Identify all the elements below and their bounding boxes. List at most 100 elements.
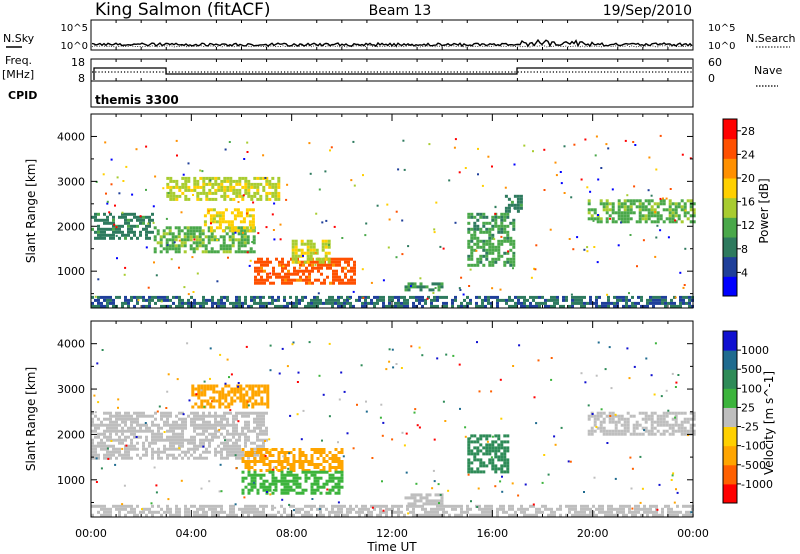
data-cell (201, 238, 205, 242)
data-cell (547, 473, 550, 476)
data-cell (114, 204, 116, 207)
data-cell (340, 466, 344, 469)
data-cell (286, 491, 290, 495)
data-cell (364, 295, 367, 299)
data-cell (223, 297, 226, 300)
data-cell (309, 239, 313, 243)
data-cell (110, 158, 113, 161)
data-cell (136, 429, 139, 433)
data-cell (136, 224, 139, 228)
data-cell (237, 385, 240, 388)
data-cell (223, 194, 227, 198)
data-cell (94, 236, 97, 240)
data-cell (280, 304, 283, 308)
data-cell (327, 251, 331, 255)
data-cell (219, 235, 223, 239)
data-cell (283, 473, 287, 477)
data-cell (253, 194, 257, 198)
data-cell (638, 202, 642, 206)
data-cell (500, 440, 504, 444)
data-cell (167, 498, 170, 501)
data-cell (294, 245, 298, 249)
data-cell (148, 507, 151, 511)
data-cell (331, 301, 334, 305)
data-cell (274, 182, 278, 186)
data-cell (513, 207, 516, 210)
data-cell (246, 212, 248, 215)
data-cell (259, 438, 262, 442)
data-cell (590, 426, 594, 430)
data-cell (353, 281, 356, 285)
data-cell (482, 224, 486, 228)
data-cell (656, 429, 660, 433)
data-cell (228, 235, 232, 239)
data-cell (196, 179, 200, 183)
data-cell (187, 304, 190, 308)
data-cell (244, 510, 247, 514)
data-cell (265, 463, 269, 466)
data-cell (482, 452, 486, 456)
data-cell (491, 218, 495, 222)
data-cell (668, 199, 672, 203)
data-cell (183, 226, 187, 230)
data-cell (485, 242, 489, 246)
data-cell (445, 304, 448, 308)
data-cell (250, 304, 253, 308)
data-cell (682, 295, 685, 299)
data-cell (289, 463, 293, 466)
data-cell (296, 269, 299, 273)
data-cell (629, 456, 632, 459)
data-cell (145, 429, 148, 433)
data-cell (470, 239, 474, 243)
data-cell (484, 507, 487, 511)
data-cell (469, 507, 472, 511)
data-cell (247, 429, 250, 433)
data-cell (415, 298, 418, 302)
data-cell (142, 447, 145, 451)
data-cell (304, 469, 308, 472)
data-cell (491, 248, 495, 252)
data-cell (638, 411, 642, 415)
data-cell (503, 455, 507, 459)
data-cell (256, 453, 259, 457)
data-cell (382, 304, 385, 308)
data-cell (208, 507, 211, 511)
data-cell (139, 215, 142, 218)
data-cell (106, 200, 109, 203)
data-cell (253, 485, 257, 489)
data-cell (184, 182, 188, 186)
data-cell (283, 491, 287, 495)
colorbar-tick-label: 1000 (741, 344, 769, 357)
data-cell (136, 218, 139, 222)
data-cell (242, 393, 246, 397)
data-cell (418, 426, 421, 429)
data-cell (253, 482, 257, 486)
data-cell (197, 405, 201, 409)
data-cell (294, 239, 298, 243)
data-cell (504, 186, 507, 189)
data-cell (238, 304, 241, 308)
data-cell (170, 258, 173, 261)
data-cell (301, 513, 304, 517)
data-cell (328, 469, 332, 472)
data-cell (370, 504, 373, 508)
data-cell (668, 202, 672, 206)
data-cell (638, 205, 642, 209)
data-cell (175, 432, 178, 436)
data-cell (167, 373, 170, 376)
data-cell (555, 174, 558, 177)
data-cell (253, 441, 256, 445)
data-cell (314, 260, 317, 264)
data-cell (479, 461, 483, 465)
data-cell (650, 220, 654, 224)
data-cell (247, 191, 251, 195)
data-cell (494, 248, 498, 252)
data-cell (223, 179, 227, 183)
data-cell (142, 298, 145, 302)
data-cell (193, 304, 196, 308)
data-cell (488, 245, 492, 249)
data-cell (199, 426, 202, 430)
data-cell (142, 304, 145, 308)
data-cell (215, 390, 219, 394)
data-cell (243, 238, 247, 242)
